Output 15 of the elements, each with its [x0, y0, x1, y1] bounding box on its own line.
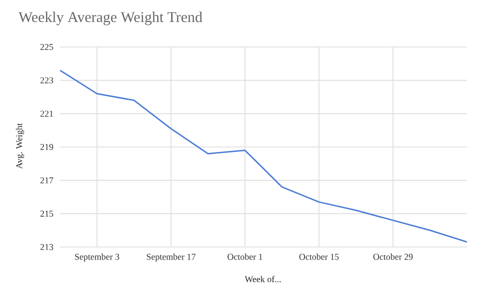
- y-tick-label: 213: [40, 244, 54, 250]
- y-tick-label: 223: [40, 77, 54, 84]
- y-tick-label: 215: [40, 210, 54, 217]
- chart-title: Weekly Average Weight Trend: [18, 12, 202, 26]
- y-axis-title: Avg. Weight: [16, 123, 24, 169]
- y-tick-label: 225: [40, 44, 54, 50]
- x-tick-label: October 29: [373, 254, 413, 260]
- y-tick-label: 217: [40, 177, 54, 184]
- y-tick-label: 221: [40, 110, 53, 117]
- x-axis-title: Week of...: [244, 276, 281, 282]
- y-tick-label: 219: [40, 144, 54, 150]
- x-tick-label: September 17: [146, 254, 196, 262]
- x-tick-label: October 15: [299, 254, 339, 260]
- x-tick-label: October 1: [228, 254, 262, 260]
- x-tick-label: September 3: [75, 254, 120, 262]
